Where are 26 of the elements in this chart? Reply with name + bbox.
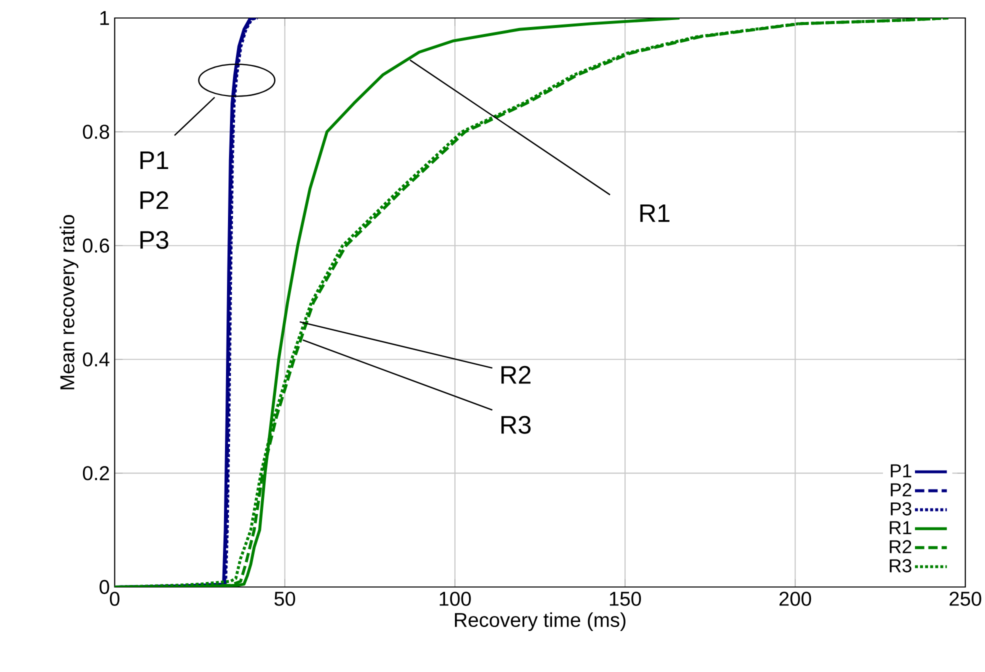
legend-label: P3 <box>890 502 912 516</box>
x-tick-label: 100 <box>440 592 471 606</box>
legend-label: R2 <box>890 540 912 554</box>
y-tick-label: 0.6 <box>82 238 110 253</box>
y-axis-title: Mean recovery ratio <box>60 215 78 390</box>
legend-label: R3 <box>890 559 912 572</box>
x-tick-label: 150 <box>610 592 641 606</box>
annotation: P2 <box>140 191 168 209</box>
annotation: R3 <box>501 416 531 434</box>
y-tick-label: 0.4 <box>82 352 110 366</box>
x-tick-label: 250 <box>950 592 982 606</box>
annotation: P1 <box>140 152 168 169</box>
x-axis-title: Recovery time (ms) <box>454 612 626 631</box>
legend-label: R1 <box>890 521 912 534</box>
y-tick-label: 0.2 <box>82 466 109 480</box>
y-tick-label: 1 <box>100 11 109 25</box>
y-tick-label: 0 <box>100 580 110 594</box>
x-tick-label: 50 <box>274 592 296 606</box>
annotation: R1 <box>640 204 670 222</box>
annotation: P3 <box>140 230 168 249</box>
y-tick-label: 0.8 <box>82 124 110 139</box>
x-tick-label: 0 <box>110 592 120 606</box>
x-tick-label: 200 <box>780 592 812 606</box>
legend-label: P2 <box>890 483 912 496</box>
annotation: R2 <box>501 366 530 384</box>
legend-label: P1 <box>890 464 912 478</box>
